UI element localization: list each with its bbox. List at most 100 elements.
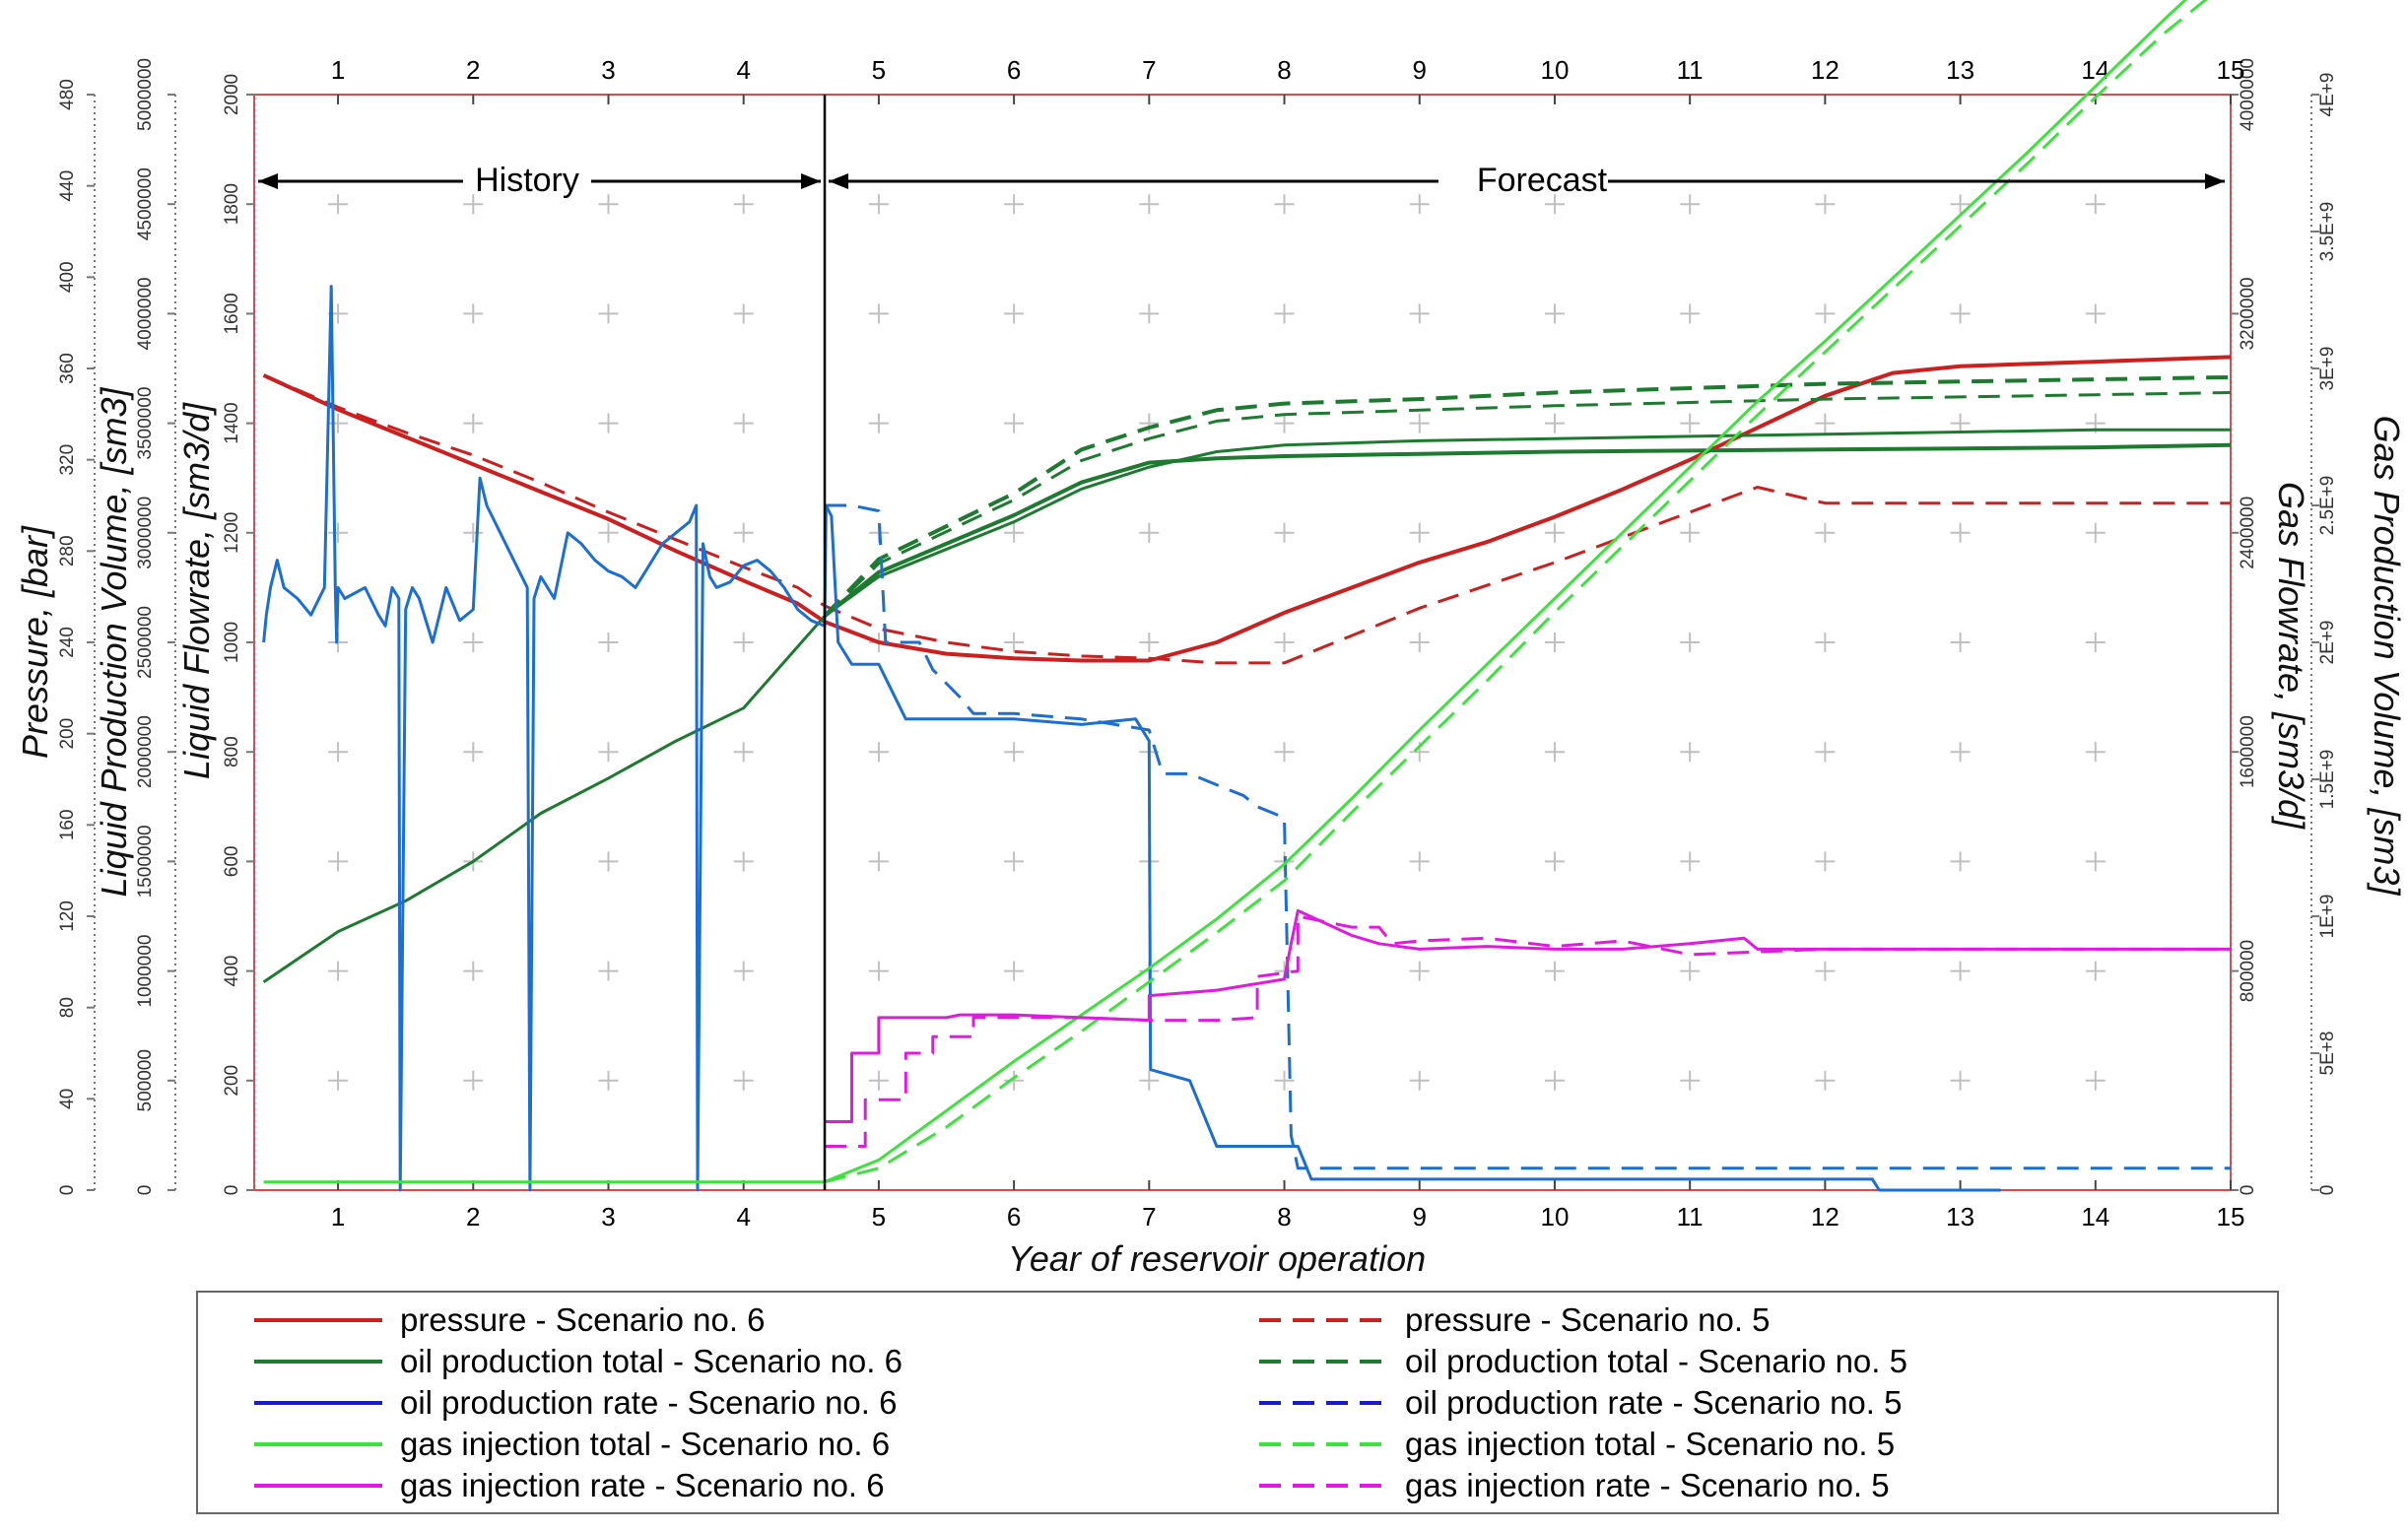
x-tick-label-top: 8 [1277,55,1291,85]
legend-label-right-3: gas injection total - Scenario no. 5 [1405,1426,1895,1462]
liquid-rate-tick-label: 400 [222,956,242,987]
liquid-rate-tick-label: 0 [222,1185,242,1196]
liquid-rate-tick-label: 1800 [222,183,242,225]
x-tick-label-bottom: 5 [872,1202,886,1232]
history-label: History [475,162,579,199]
gas-volume-tick-label: 3E+9 [2317,347,2338,391]
pressure-tick-label: 80 [57,997,78,1018]
gas-volume-tick-label: 1E+9 [2317,895,2338,939]
history-arrow-head [258,173,278,189]
legend-label-right-0: pressure - Scenario no. 5 [1405,1301,1771,1338]
x-tick-label-top: 10 [1540,55,1569,85]
liquid-rate-tick-label: 1000 [222,622,242,663]
liquid-rate-tick-label: 2000 [222,74,242,115]
gas-rate-tick-label: 3200000 [2238,277,2258,350]
gas-volume-axis-title: Gas Production Volume, [sm3] [2367,416,2407,897]
series-line-5 [823,391,2232,618]
gas-rate-axis-title: Gas Flowrate, [sm3/d] [2271,482,2311,830]
legend-label-right-1: oil production total - Scenario no. 5 [1405,1343,1907,1379]
legend-label-left-2: oil production rate - Scenario no. 6 [400,1384,897,1421]
x-tick-label-top: 9 [1413,55,1427,85]
liquid-rate-axis-title: Liquid Flowrate, [sm3/d] [176,402,217,779]
liquid-volume-axis-title: Liquid Production Volume, [sm3] [94,387,134,898]
legend-box [196,1291,2279,1514]
forecast-arrow-head [2205,173,2225,189]
series-line-8 [263,0,2188,1184]
x-tick-label-bottom: 13 [1946,1202,1974,1232]
x-tick-label-top: 15 [2217,55,2245,85]
liquid-volume-tick-label: 0 [135,1185,156,1196]
x-tick-label-top: 1 [331,55,345,85]
liquid-rate-tick-label: 600 [222,846,242,878]
series-line-11 [825,914,2231,1148]
series-line-9 [824,0,2208,1184]
pressure-tick-label: 200 [57,718,78,750]
gas-volume-tick-label: 2E+9 [2317,621,2338,665]
series-line-0 [262,355,2232,663]
forecast-label: Forecast [1477,162,1608,199]
legend-label-left-0: pressure - Scenario no. 6 [400,1301,766,1338]
gas-rate-tick-label: 2400000 [2238,497,2258,569]
gas-rate-tick-label: 1600000 [2238,715,2258,788]
liquid-volume-tick-label: 2000000 [135,715,156,788]
series-line-1 [263,373,2231,665]
x-tick-label-bottom: 4 [736,1202,750,1232]
liquid-volume-tick-label: 2500000 [135,606,156,679]
history-arrow-head [801,173,822,189]
pressure-tick-label: 240 [57,627,78,658]
x-tick-label-top: 6 [1007,55,1021,85]
pressure-tick-label: 440 [57,170,78,202]
pressure-axis-title: Pressure, [bar] [15,525,55,759]
liquid-rate-tick-label: 1600 [222,293,242,334]
x-tick-label-top: 7 [1142,55,1156,85]
x-tick-label-top: 12 [1811,55,1839,85]
x-tick-label-bottom: 2 [466,1202,480,1232]
legend-label-left-3: gas injection total - Scenario no. 6 [400,1426,890,1462]
pressure-tick-label: 120 [57,900,78,932]
x-tick-label-top: 13 [1946,55,1974,85]
liquid-volume-tick-label: 1500000 [135,825,156,898]
liquid-volume-tick-label: 4000000 [135,277,156,350]
x-tick-label-bottom: 8 [1277,1202,1291,1232]
gas-volume-tick-label: 0 [2317,1185,2338,1196]
series-line-2 [262,428,2231,983]
pressure-tick-label: 280 [57,535,78,566]
gas-rate-tick-label: 800000 [2238,940,2258,1002]
x-tick-label-bottom: 9 [1413,1202,1427,1232]
forecast-arrow-head [829,173,849,189]
gas-volume-tick-label: 1.5E+9 [2317,750,2338,810]
gas-volume-tick-label: 5E+8 [2317,1032,2338,1076]
x-tick-label-top: 4 [736,55,750,85]
x-tick-label-top: 2 [466,55,480,85]
x-tick-label-top: 11 [1677,55,1704,85]
x-tick-label-bottom: 14 [2081,1202,2109,1232]
liquid-rate-tick-label: 1200 [222,512,242,554]
liquid-volume-tick-label: 3000000 [135,497,156,569]
x-tick-label-top: 14 [2081,55,2109,85]
pressure-tick-label: 320 [57,444,78,476]
series-line-7 [825,503,2231,1170]
legend-label-left-4: gas injection rate - Scenario no. 6 [400,1467,885,1503]
x-tick-label-bottom: 3 [601,1202,615,1232]
liquid-volume-tick-label: 5000000 [135,58,156,131]
x-axis-title: Year of reservoir operation [1008,1238,1426,1279]
series-layer [262,0,2232,1192]
gas-rate-tick-label: 0 [2238,1185,2258,1196]
x-tick-label-top: 3 [601,55,615,85]
plot-area [253,94,2232,1191]
series-line-3 [823,442,2232,618]
liquid-rate-tick-label: 800 [222,736,242,767]
pressure-tick-label: 360 [57,353,78,384]
pressure-tick-label: 40 [57,1089,78,1109]
liquid-rate-tick-label: 200 [222,1065,242,1097]
legend-label-left-1: oil production total - Scenario no. 6 [400,1343,903,1379]
x-tick-label-bottom: 10 [1540,1202,1569,1232]
legend: pressure - Scenario no. 6 oil production … [254,1301,1907,1503]
gas-volume-tick-label: 2.5E+9 [2317,476,2338,536]
pressure-tick-label: 480 [57,79,78,110]
liquid-volume-tick-label: 1000000 [135,935,156,1008]
x-tick-label-bottom: 12 [1811,1202,1839,1232]
history-forecast-arrows [258,173,2225,189]
x-tick-label-bottom: 15 [2217,1202,2245,1232]
liquid-rate-tick-label: 1400 [222,402,242,443]
